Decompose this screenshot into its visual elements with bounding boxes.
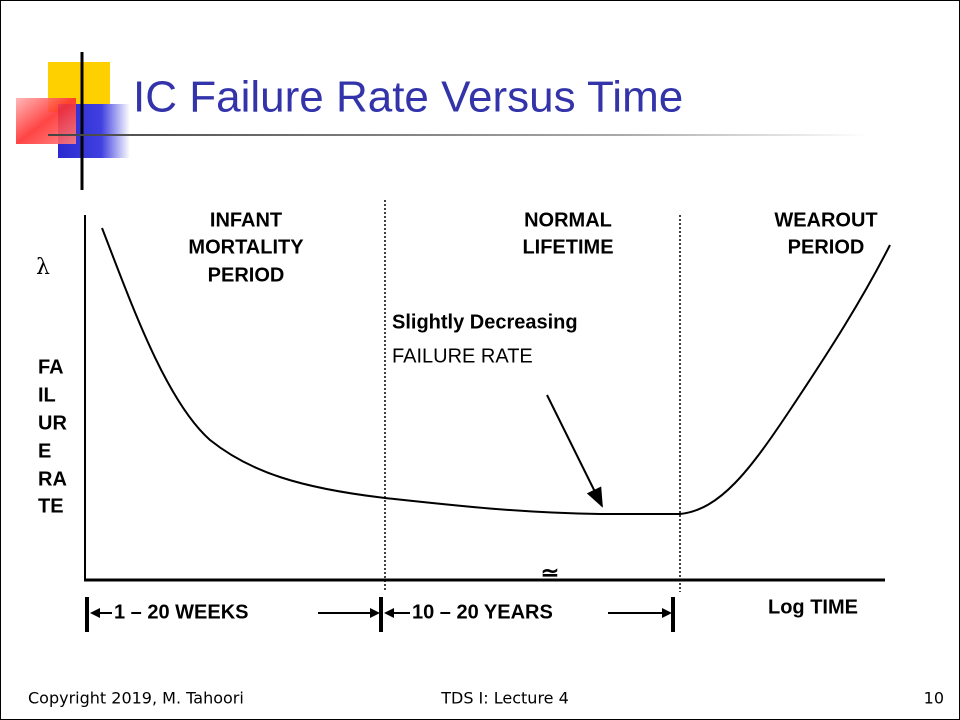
y-label-line: RA [38, 468, 67, 490]
y-label-line: FA [38, 356, 64, 378]
time-range-label: 1 – 20 WEEKS [114, 601, 249, 623]
y-label-line: UR [38, 412, 67, 434]
y-label-line: IL [38, 384, 56, 406]
region-label: INFANT [210, 209, 282, 231]
region-label: MORTALITY [188, 236, 304, 258]
y-label-line: TE [38, 495, 64, 517]
region-label: LIFETIME [522, 236, 613, 258]
annotation-arrow [546, 394, 603, 508]
footer-center: TDS I: Lecture 4 [440, 689, 569, 708]
title-decoration [16, 52, 868, 190]
footer-right: 10 [924, 689, 944, 708]
approx-mark: ≃ [541, 560, 559, 585]
region-label: PERIOD [208, 264, 285, 286]
time-ranges [85, 597, 675, 632]
annotation-text: FAILURE RATE [392, 345, 533, 367]
annotation-text: Slightly Decreasing [392, 311, 578, 333]
y-label-line: E [38, 440, 51, 462]
y-label: FA IL UR E RA TE [38, 356, 67, 517]
y-symbol: λ [36, 255, 50, 280]
region-label: NORMAL [524, 209, 612, 231]
region-label: WEAROUT [774, 209, 877, 231]
time-range-label: 10 – 20 YEARS [412, 601, 553, 623]
region-label: PERIOD [788, 236, 865, 258]
x-axis-label: Log TIME [768, 596, 858, 618]
slide-title: IC Failure Rate Versus Time [133, 73, 683, 122]
failure-curve [101, 227, 891, 515]
footer-left: Copyright 2019, M. Tahoori [28, 689, 244, 708]
